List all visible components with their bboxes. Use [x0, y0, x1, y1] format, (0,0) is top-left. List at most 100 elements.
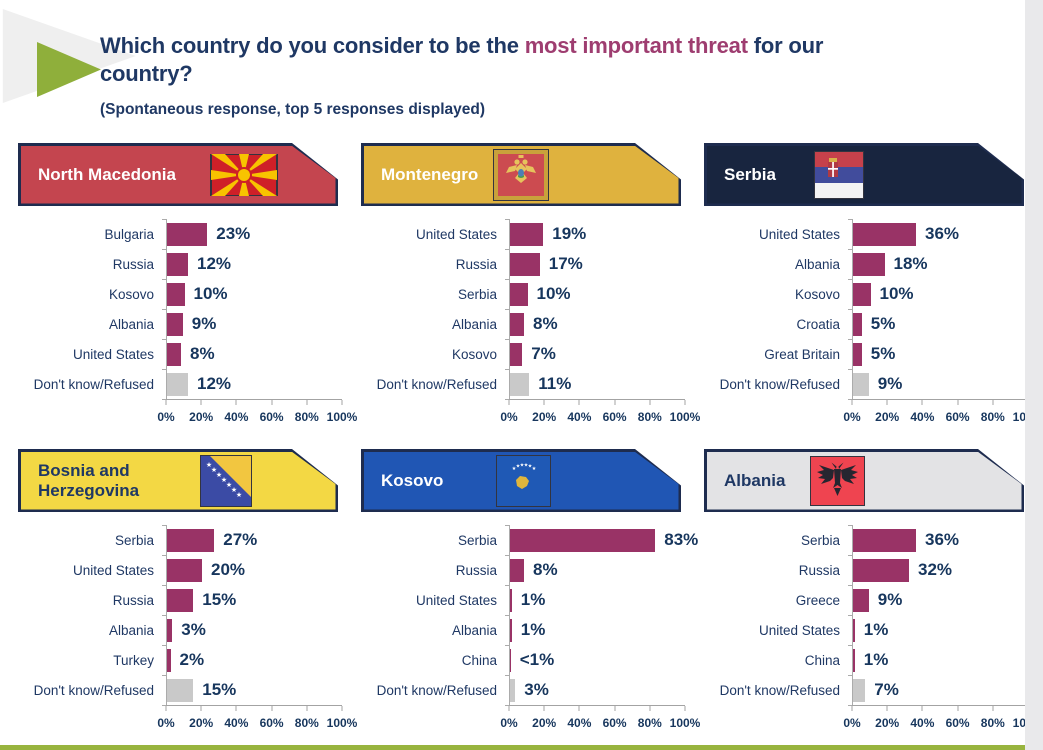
- country-banner: Kosovo ★ ★ ★ ★ ★ ★: [361, 449, 681, 512]
- title-highlight: most important threat: [524, 33, 748, 58]
- page-title: Which country do you consider to be the …: [100, 32, 1010, 88]
- value-label: 15%: [202, 680, 237, 699]
- category-label: China: [461, 652, 497, 668]
- bar-row: 8%: [167, 339, 342, 369]
- category-labels: Serbia Russia United States Albania China Don…: [361, 525, 509, 731]
- category-label: Russia: [112, 592, 154, 608]
- bar-row: 1%: [853, 615, 1028, 645]
- category-label: Serbia: [114, 532, 154, 548]
- country-panel: Albania Serbia Russia Greece United States C…: [704, 449, 1043, 731]
- bar: [853, 222, 916, 246]
- bar-row: 18%: [853, 249, 1028, 279]
- category-label: United States: [415, 592, 497, 608]
- axis-tick: [341, 706, 343, 711]
- axis-tick-label: 60%: [945, 410, 970, 424]
- country-banner: Serbia: [704, 143, 1024, 206]
- value-label: 83%: [664, 530, 699, 549]
- plot-area: 36%32%9%1%1%7% 0%20%40%60%80%100%: [843, 525, 1043, 731]
- axis-tick-label: 0%: [843, 716, 861, 730]
- title-text-suffix: for our: [747, 33, 824, 58]
- axis-tick: [165, 706, 167, 711]
- x-axis: [165, 705, 343, 713]
- bar-row: 1%: [510, 585, 685, 615]
- x-axis-tick-labels: 0%20%40%60%80%100%: [157, 713, 357, 731]
- bar-row: 27%: [167, 525, 342, 555]
- axis-tick-label: 40%: [224, 716, 249, 730]
- x-axis-tick-labels: 0%20%40%60%80%100%: [500, 713, 700, 731]
- bar-row: 10%: [510, 279, 685, 309]
- axis-tick: [578, 706, 580, 711]
- x-axis: [508, 399, 686, 407]
- category-label: Russia: [455, 562, 497, 578]
- bar-chart: Bulgaria Russia Kosovo Albania United States…: [18, 219, 357, 425]
- category-label: United States: [72, 346, 154, 362]
- bar-row: 9%: [167, 309, 342, 339]
- header: Which country do you consider to be the …: [100, 32, 1010, 119]
- value-label: 1%: [863, 620, 889, 639]
- bar: [510, 528, 656, 552]
- axis-tick-label: 100%: [669, 716, 701, 730]
- bar-row: 3%: [510, 675, 685, 705]
- bar: [510, 222, 544, 246]
- bar-row: 83%: [510, 525, 698, 555]
- axis-tick: [306, 706, 308, 711]
- montenegro-flag-icon: [493, 149, 549, 201]
- country-panel: Montenegro United States Russia Serbia Alba…: [361, 143, 700, 425]
- axis-tick-label: 100%: [326, 410, 358, 424]
- x-axis-tick-labels: 0%20%40%60%80%100%: [843, 713, 1043, 731]
- country-panel: North Macedonia Bulgaria Russia Kosovo Alba…: [18, 143, 357, 425]
- value-label: 8%: [190, 344, 215, 363]
- bar: [167, 678, 194, 702]
- country-panel: Kosovo ★ ★ ★ ★ ★ ★ Serbia Russia United States…: [361, 449, 700, 731]
- bar-row: 10%: [167, 279, 342, 309]
- country-panel: Bosnia and Herzegovina ★ ★ ★ ★ ★ ★ ★ Serbia Un…: [18, 449, 357, 731]
- bar-row: 20%: [167, 555, 342, 585]
- value-label: 17%: [548, 254, 583, 273]
- value-label: 23%: [216, 224, 251, 243]
- value-label: 3%: [524, 680, 549, 699]
- category-label: United States: [72, 562, 154, 578]
- bar-row: 15%: [167, 675, 342, 705]
- axis-tick-label: 100%: [669, 410, 701, 424]
- country-name: Albania: [724, 470, 786, 490]
- right-margin-strip: [1025, 0, 1043, 750]
- value-label: 10%: [193, 284, 228, 303]
- x-axis: [508, 705, 686, 713]
- category-labels: United States Russia Serbia Albania Kosovo Do…: [361, 219, 509, 425]
- value-label: <1%: [519, 650, 555, 669]
- axis-tick: [200, 400, 202, 405]
- axis-tick: [235, 400, 237, 405]
- bar-row: 1%: [510, 615, 685, 645]
- axis-tick-label: 60%: [602, 716, 627, 730]
- value-label: 5%: [870, 314, 896, 333]
- category-labels: Serbia Russia Greece United States China Don'…: [704, 525, 852, 731]
- bar: [853, 648, 855, 672]
- panels-grid: North Macedonia Bulgaria Russia Kosovo Alba…: [18, 143, 1043, 731]
- axis-tick: [649, 400, 651, 405]
- value-label: 3%: [181, 620, 206, 639]
- bar: [167, 312, 183, 336]
- axis-tick: [649, 706, 651, 711]
- bar: [853, 528, 916, 552]
- category-label: Russia: [798, 562, 840, 578]
- kosovo-flag-icon: ★ ★ ★ ★ ★ ★: [496, 455, 551, 507]
- value-label: 9%: [877, 590, 903, 609]
- svg-text:★: ★: [516, 463, 521, 469]
- axis-tick: [684, 400, 686, 405]
- svg-text:★: ★: [211, 466, 217, 474]
- bar: [853, 342, 862, 366]
- category-label: United States: [415, 226, 497, 242]
- bar: [510, 252, 540, 276]
- axis-tick: [235, 706, 237, 711]
- plot-area: 19% 17% 10% 8% 7% 11% 0% 20% 40% 60% 80% 100%: [500, 219, 700, 425]
- bar-row: 12%: [167, 249, 342, 279]
- axis-tick: [851, 400, 853, 405]
- category-label: Don't know/Refused: [33, 682, 154, 698]
- bar: [510, 342, 523, 366]
- bar: [853, 312, 862, 336]
- bar: [853, 282, 871, 306]
- axis-tick-label: 20%: [532, 410, 557, 424]
- plot-area: 36%18%10%5%5%9% 0%20%40%60%80%100%: [843, 219, 1043, 425]
- bar: [167, 588, 194, 612]
- axis-tick-label: 80%: [980, 716, 1005, 730]
